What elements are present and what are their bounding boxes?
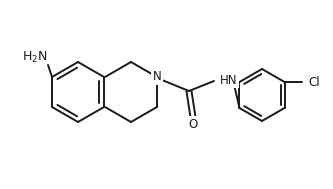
Text: O: O xyxy=(188,118,197,130)
Text: H$_2$N: H$_2$N xyxy=(22,50,48,65)
Text: Cl: Cl xyxy=(308,75,320,88)
Text: HN: HN xyxy=(220,74,237,87)
Text: N: N xyxy=(153,70,162,84)
